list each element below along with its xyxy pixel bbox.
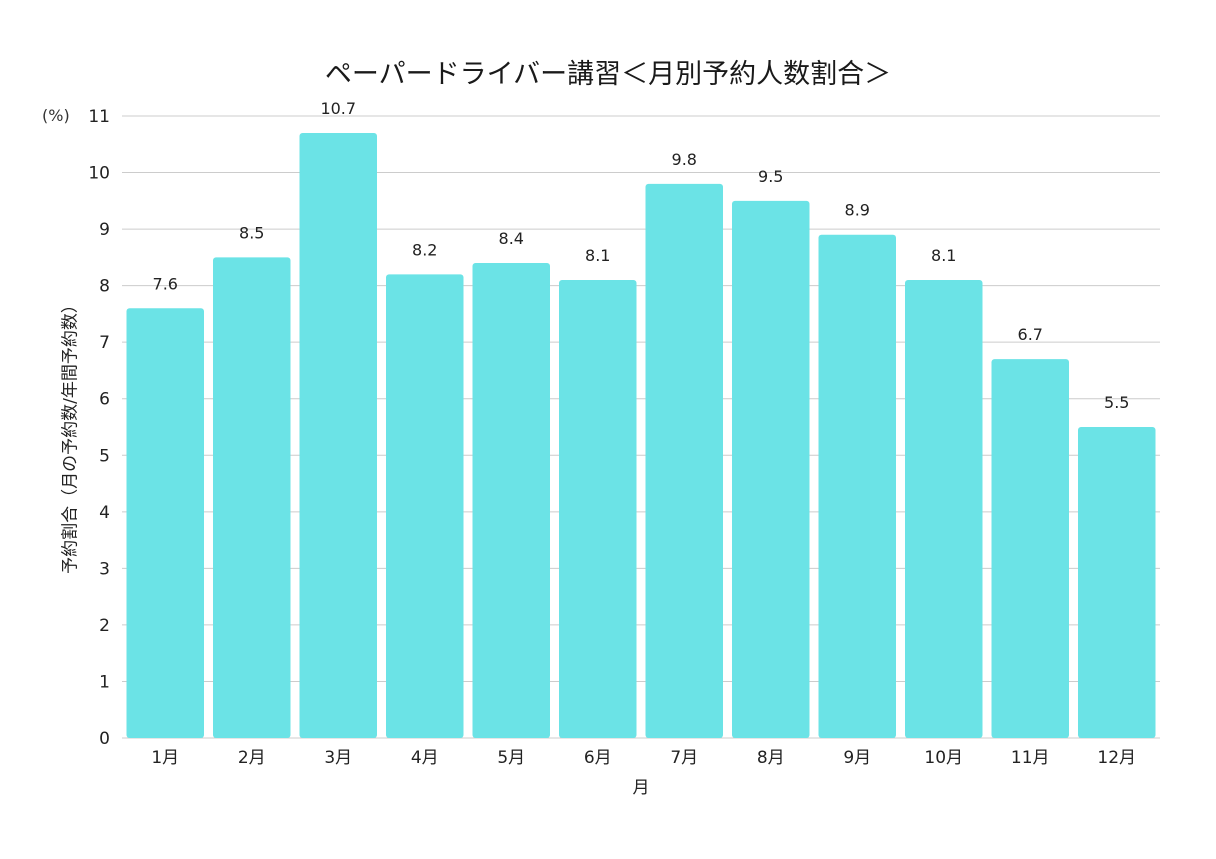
data-label: 8.1	[585, 246, 610, 265]
x-tick-label: 10月	[924, 748, 963, 768]
data-label: 8.2	[412, 240, 437, 259]
data-label: 8.1	[931, 246, 956, 265]
y-tick-label: 7	[99, 333, 110, 353]
bars	[126, 132, 1156, 739]
bar	[991, 359, 1069, 738]
y-tick-label: 2	[99, 616, 110, 636]
y-tick-label: 6	[99, 390, 110, 410]
bar	[472, 263, 550, 738]
data-label: 9.5	[758, 167, 783, 186]
data-label: 5.5	[1104, 393, 1129, 412]
y-tick-label: 8	[99, 277, 110, 297]
x-tick-label: 3月	[324, 748, 352, 768]
y-tick-label: 9	[99, 220, 110, 240]
data-label: 9.8	[672, 150, 697, 169]
x-tick-label: 9月	[843, 748, 871, 768]
x-tick-label: 5月	[497, 748, 525, 768]
x-tick-labels: 1月 2月 3月 4月 5月 6月 7月 8月 9月 10月 11月 12月	[151, 748, 1136, 768]
data-label: 8.5	[239, 223, 264, 242]
x-tick-label: 7月	[670, 748, 698, 768]
bar	[905, 279, 983, 738]
gridlines	[122, 115, 1160, 739]
bar	[213, 257, 291, 738]
bar	[818, 234, 896, 738]
x-tick-label: 8月	[757, 748, 785, 768]
y-tick-labels: 0 1 2 3 4 5 6 7 8 9 10 11	[88, 107, 110, 749]
y-tick-label: 11	[88, 107, 110, 127]
data-label: 8.4	[499, 229, 524, 248]
y-tick-label: 3	[99, 559, 110, 579]
y-tick-label: 4	[99, 503, 110, 523]
y-tick-label: 0	[99, 729, 110, 749]
data-label: 10.7	[320, 99, 356, 118]
bar	[732, 200, 810, 738]
x-tick-label: 11月	[1011, 748, 1050, 768]
y-tick-label: 10	[88, 164, 110, 184]
y-tick-label: 5	[99, 446, 110, 466]
bar	[559, 279, 637, 738]
x-axis-label: 月	[632, 778, 650, 798]
bar	[1078, 427, 1156, 738]
y-tick-label: 1	[99, 672, 110, 692]
y-axis-unit: (%)	[42, 106, 70, 125]
bar	[126, 308, 204, 738]
data-label: 8.9	[845, 201, 870, 220]
data-label: 7.6	[153, 274, 178, 293]
x-tick-label: 4月	[411, 748, 439, 768]
bar	[386, 274, 464, 738]
bar	[299, 132, 377, 739]
bar	[645, 183, 723, 738]
x-tick-label: 6月	[584, 748, 612, 768]
chart-title: ペーパードライバー講習＜月別予約人数割合＞	[324, 59, 892, 90]
x-tick-label: 2月	[238, 748, 266, 768]
x-tick-label: 12月	[1097, 748, 1136, 768]
x-tick-label: 1月	[151, 748, 179, 768]
data-labels: 7.6 8.5 10.7 8.2 8.4 8.1 9.8 9.5 8.9 8.1 6.7 5.5	[153, 99, 1130, 412]
data-label: 6.7	[1018, 325, 1043, 344]
